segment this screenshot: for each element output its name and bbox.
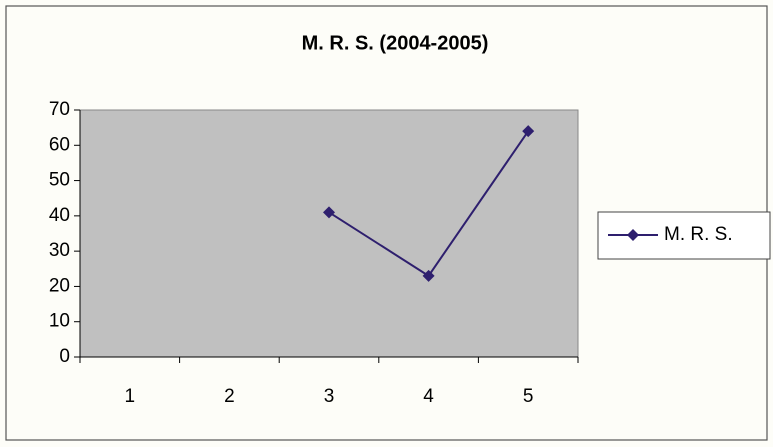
plot-area <box>79 109 579 358</box>
y-tick-label: 60 <box>49 134 70 155</box>
y-tick-label: 0 <box>59 346 70 367</box>
point-marker <box>323 206 335 219</box>
legend-marker <box>627 229 639 241</box>
y-tick-label: 30 <box>49 240 70 261</box>
x-tick-label: 5 <box>523 386 534 407</box>
point-marker <box>422 269 435 282</box>
y-tick-label: 40 <box>49 205 70 226</box>
y-tick-label: 70 <box>49 99 70 120</box>
x-tick-label: 3 <box>324 386 335 407</box>
y-tick-label: 20 <box>49 275 70 296</box>
point-marker <box>522 125 535 138</box>
x-tick-label: 4 <box>423 386 434 407</box>
y-tick-label: 50 <box>49 170 70 191</box>
chart-title: M. R. S. (2004-2005) <box>302 32 489 54</box>
legend-label: M. R. S. <box>664 224 733 245</box>
x-tick-label: 1 <box>125 386 136 407</box>
y-tick-label: 10 <box>49 311 70 332</box>
x-tick-label: 2 <box>224 386 235 407</box>
